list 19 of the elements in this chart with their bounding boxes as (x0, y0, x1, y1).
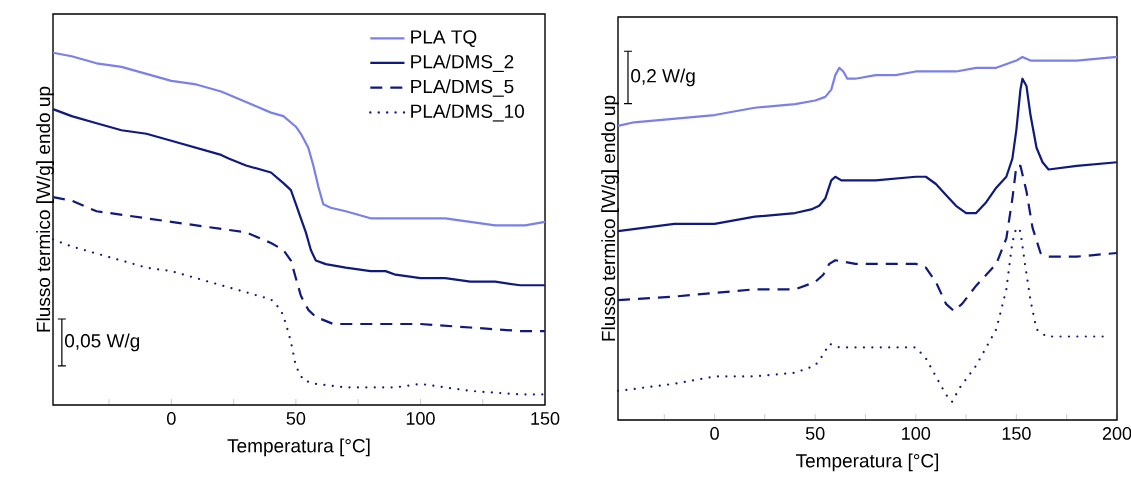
x-tick-label: 100 (406, 412, 435, 425)
x-tick-label: 0 (710, 427, 719, 440)
y-axis-title: Flusso termico [W/g] endo up (601, 95, 619, 341)
x-tick-label: 50 (286, 412, 306, 425)
x-tick-label: 0 (167, 412, 176, 425)
y-axis-title: Flusso termico [W/g] endo up (36, 86, 54, 332)
x-tick-label: 200 (1102, 427, 1131, 440)
legend-label: PLA/DMS_5 (411, 79, 514, 97)
x-tick-label: 100 (902, 427, 931, 440)
legend-label: PLA/DMS_10 (411, 104, 525, 122)
legend-label: PLA/DMS_2 (411, 54, 514, 73)
x-axis-title: Temperatura [°C] (796, 453, 939, 472)
annotation: 0,05 W/g (65, 333, 140, 352)
x-tick-label: 150 (1002, 427, 1031, 440)
x-tick-label: 50 (805, 427, 825, 440)
x-tick-label: 150 (531, 412, 560, 425)
annotation: 0,2 W/g (631, 68, 695, 87)
legend-label: PLA TQ (411, 30, 477, 48)
x-axis-title: Temperatura [°C] (227, 438, 370, 457)
